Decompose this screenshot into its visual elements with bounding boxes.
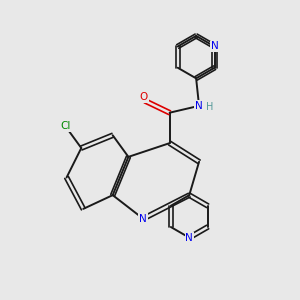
Text: N: N [195, 101, 203, 111]
Text: N: N [139, 214, 147, 224]
Text: O: O [140, 92, 148, 102]
Text: H: H [206, 102, 213, 112]
Text: Cl: Cl [60, 121, 70, 131]
Text: N: N [185, 232, 193, 243]
Text: N: N [211, 41, 218, 52]
